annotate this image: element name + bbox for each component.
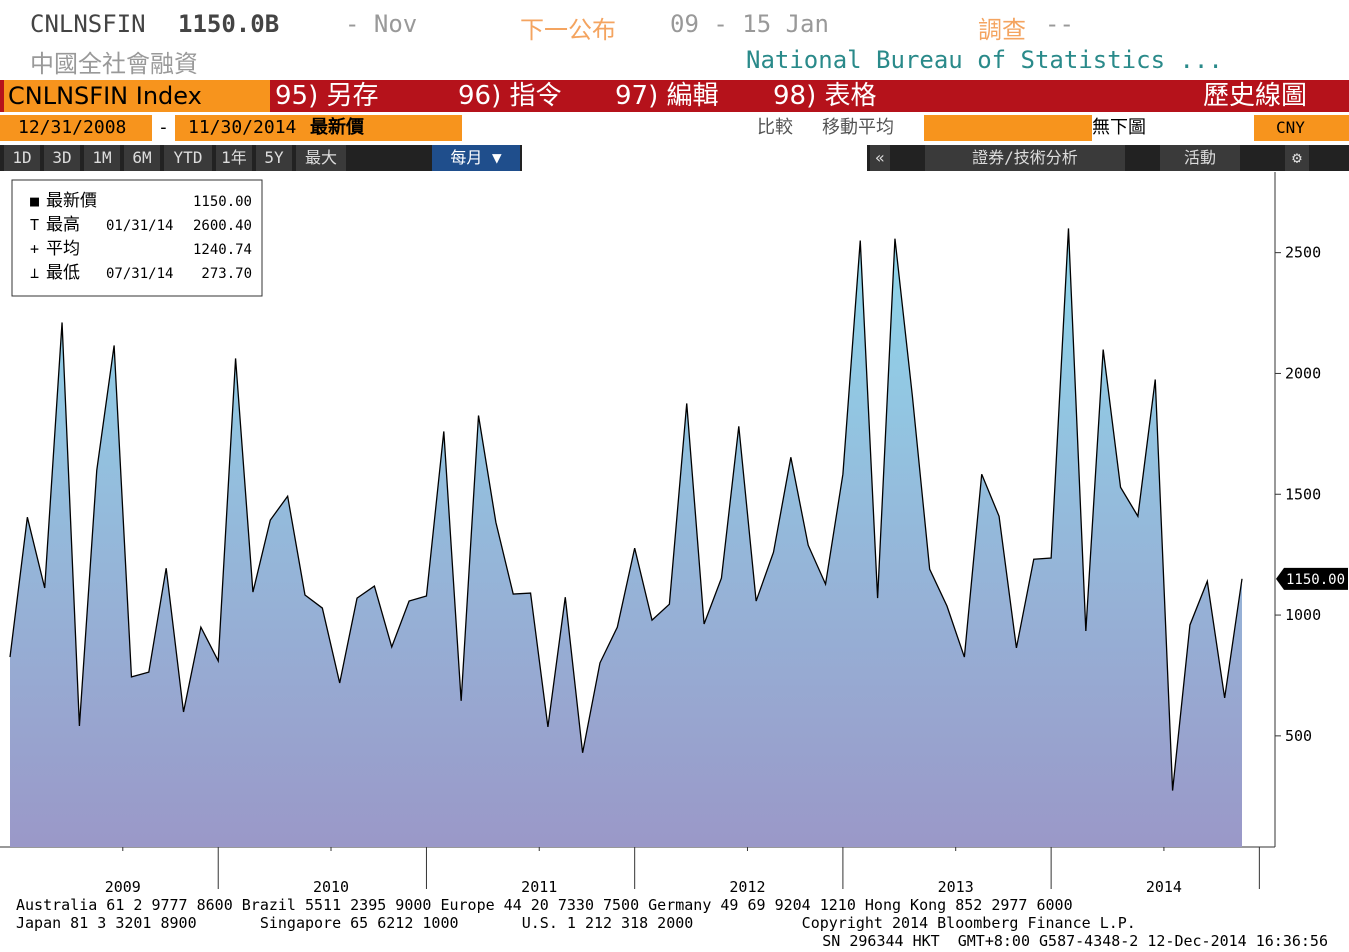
last-value-tag: [1276, 567, 1348, 590]
frequency[interactable]: 每月 ▼: [432, 145, 520, 171]
range-bar: 每月 ▼ « 證券/技術分析 活動 ⚙ 1D 3D 1M 6M YTD 1年 5Y 最大: [0, 145, 1349, 171]
last-value-label: 1150.00: [1286, 572, 1345, 588]
button[interactable]: 98) 表格: [773, 81, 877, 111]
legend-symbol: T: [30, 216, 39, 234]
end-date[interactable]: 11/30/2014: [188, 117, 297, 138]
field[interactable]: 最新價: [310, 117, 364, 138]
range-button[interactable]: 1M: [84, 145, 120, 171]
legend-symbol: ⊥: [30, 264, 39, 282]
button[interactable]: 95) 另存: [275, 81, 379, 111]
chart: ■ 最新價 1150.00 T 最高 01/31/14 2600.40 + 平均 1240.74 ⊥…: [0, 172, 1348, 892]
area: [10, 228, 1242, 848]
x-tick-label: 2013: [938, 878, 974, 892]
period: - Nov: [345, 10, 418, 38]
legend-name: 平均: [46, 239, 80, 259]
survey: --: [1045, 10, 1074, 38]
footer: Australia 61 2 9777 8600 Brazil 5511 239…: [16, 896, 1328, 950]
legend-date: 01/31/14: [106, 218, 173, 234]
range-button[interactable]: 最大: [296, 145, 346, 171]
range-button[interactable]: YTD: [164, 145, 212, 171]
x-tick-label: 2009: [105, 878, 141, 892]
start-date[interactable]: 12/31/2008: [18, 117, 127, 138]
footer-line: SN 296344 HKT GMT+8:00 G587-4348-2 12-De…: [822, 932, 1328, 950]
legend-name: 最新價: [46, 191, 97, 211]
settings[interactable]: ⚙: [1285, 145, 1309, 171]
events[interactable]: 活動: [1160, 145, 1240, 171]
footer-line: Japan 81 3 3201 8900 Singapore 65 6212 1…: [16, 914, 1136, 932]
legend-name: 最低: [46, 263, 80, 283]
x-tick-label: 2012: [729, 878, 765, 892]
x-tick-label: 2011: [521, 878, 557, 892]
range-button[interactable]: 6M: [124, 145, 160, 171]
legend-value: 1150.00: [193, 194, 252, 210]
analysis[interactable]: 證券/技術分析: [925, 145, 1125, 171]
ticker: CNLNSFIN: [30, 10, 146, 38]
y-tick-label: 1500: [1285, 485, 1321, 503]
compare[interactable]: 比較: [757, 117, 793, 138]
source: National Bureau of Statistics ...: [746, 46, 1223, 74]
legend-name: 最高: [46, 215, 80, 235]
range-button[interactable]: 5Y: [256, 145, 292, 171]
dash: -: [152, 115, 175, 141]
legend-date: 07/31/14: [106, 266, 173, 282]
last-value: 1150.0B: [178, 10, 280, 38]
input[interactable]: [522, 145, 867, 171]
line: [9, 228, 1243, 791]
security[interactable]: CNLNSFIN Index: [4, 80, 270, 112]
button[interactable]: 97) 編輯: [615, 81, 719, 111]
view[interactable]: 歷史線圖: [1203, 81, 1308, 111]
settings-bar: 12/31/2008 - 11/30/2014 最新價 比較 移動平均 無下圖 …: [0, 115, 1349, 141]
collapse[interactable]: «: [870, 145, 890, 171]
legend-value: 273.70: [201, 266, 252, 282]
range-button[interactable]: 1年: [216, 145, 252, 171]
legend-symbol: +: [30, 240, 39, 258]
legend-value: 2600.40: [193, 218, 252, 234]
legend: ■ 最新價 1150.00 T 最高 01/31/14 2600.40 + 平均 1240.74 ⊥…: [11, 179, 263, 297]
y-tick-label: 500: [1285, 727, 1312, 745]
legend-symbol: ■: [30, 192, 39, 210]
range-button[interactable]: 1D: [4, 145, 40, 171]
command-bar: CNLNSFIN Index 95) 另存 96) 指令 97) 編輯 98) …: [0, 80, 1349, 112]
legend-value: 1240.74: [193, 242, 252, 258]
survey-label: 調查: [978, 16, 1026, 44]
button[interactable]: 96) 指令: [458, 81, 562, 111]
y-tick-label: 2000: [1285, 364, 1321, 382]
x-tick-label: 2010: [313, 878, 349, 892]
lower-chart[interactable]: 無下圖: [1092, 115, 1254, 141]
range-button[interactable]: 3D: [44, 145, 80, 171]
y-tick-label: 1000: [1285, 606, 1321, 624]
input[interactable]: [462, 115, 924, 141]
y-tick-label: 2500: [1285, 244, 1321, 262]
next-label: 下一公布: [520, 16, 616, 44]
series-name: 中國全社會融資: [30, 50, 198, 78]
x-tick-label: 2014: [1146, 878, 1182, 892]
currency[interactable]: CNY: [1276, 118, 1305, 137]
moving-average[interactable]: 移動平均: [822, 117, 894, 138]
footer-line: Australia 61 2 9777 8600 Brazil 5511 239…: [16, 896, 1073, 914]
next-release: 09 - 15 Jan: [670, 10, 829, 38]
